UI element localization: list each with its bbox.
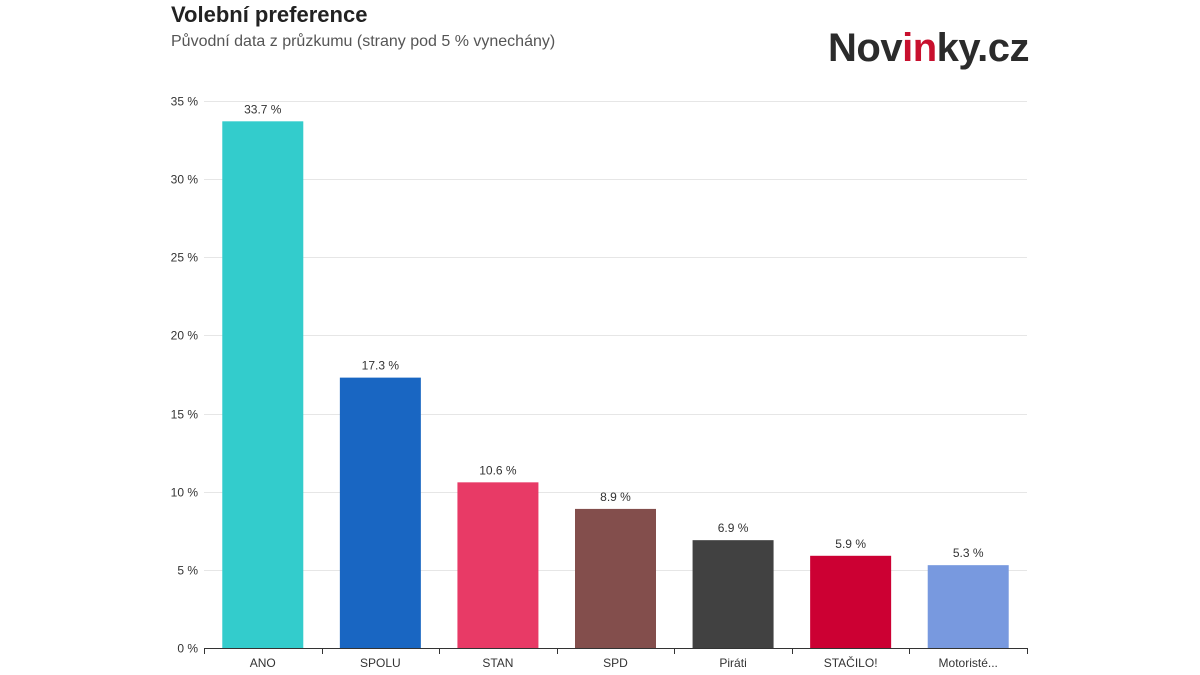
bar-value-label: 5.3 % <box>953 546 984 560</box>
bar-value-label: 10.6 % <box>479 463 517 477</box>
x-axis-ticks: ANO SPOLU STAN SPD Piráti STAČILO! Motoristé..… <box>250 655 998 670</box>
bar-value-label: 17.3 % <box>362 359 400 373</box>
bars <box>222 121 1009 649</box>
y-tick-label: 30 % <box>171 173 199 187</box>
x-tick-label: STAČILO! <box>824 655 878 670</box>
bar-value-label: 5.9 % <box>835 537 866 551</box>
y-axis-ticks: 0 % 5 % 10 % 15 % 20 % 25 % 30 % 35 % <box>171 95 199 656</box>
y-tick-label: 25 % <box>171 251 199 265</box>
novinky-logo[interactable]: Novinky.cz <box>828 26 1030 71</box>
logo-text-end: ky.cz <box>936 26 1030 70</box>
x-tick-label: SPOLU <box>360 656 401 670</box>
bar-6[interactable] <box>927 565 1009 648</box>
bar-value-label: 8.9 % <box>600 490 631 504</box>
y-tick-label: 20 % <box>171 329 199 343</box>
x-axis <box>204 648 1028 654</box>
bar-value-label: 33.7 % <box>244 102 282 116</box>
logo-text-accent: in <box>902 26 937 70</box>
bar-value-labels: 33.7 % 17.3 % 10.6 % 8.9 % 6.9 % 5.9 % 5.3 % <box>244 102 984 560</box>
bar-value-label: 6.9 % <box>718 521 749 535</box>
y-tick-label: 10 % <box>171 486 199 500</box>
logo-text-start: Nov <box>828 26 903 70</box>
chart-title: Volební preference <box>171 2 368 27</box>
x-tick-label: STAN <box>482 656 513 670</box>
y-tick-label: 5 % <box>177 564 198 578</box>
chart-subtitle: Původní data z průzkumu (strany pod 5 % … <box>171 33 556 50</box>
y-tick-label: 15 % <box>171 408 199 422</box>
y-tick-label: 0 % <box>177 642 198 656</box>
bar-2[interactable] <box>457 482 539 648</box>
bar-3[interactable] <box>575 508 656 648</box>
x-tick-label: SPD <box>603 656 628 670</box>
x-tick-label: ANO <box>250 656 276 670</box>
bar-1[interactable] <box>339 377 421 648</box>
x-tick-label: Motoristé... <box>939 656 998 670</box>
x-tick-label: Piráti <box>719 656 746 670</box>
bar-0[interactable] <box>222 121 304 649</box>
bar-4[interactable] <box>692 540 774 648</box>
y-tick-label: 35 % <box>171 95 199 109</box>
bar-5[interactable] <box>810 555 892 648</box>
